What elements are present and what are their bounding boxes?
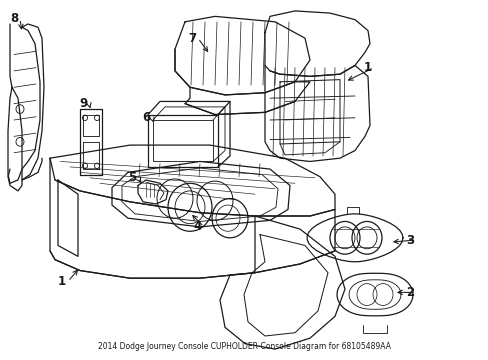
Text: 1: 1: [58, 275, 66, 288]
Text: 3: 3: [405, 234, 413, 247]
Text: 6: 6: [142, 111, 150, 124]
Text: 7: 7: [187, 32, 196, 45]
Text: 1: 1: [363, 61, 371, 74]
Text: 5: 5: [128, 171, 136, 184]
Text: 2: 2: [405, 286, 413, 299]
Text: 4: 4: [193, 220, 202, 233]
Text: 2014 Dodge Journey Console CUPHOLDER-Console Diagram for 68105489AA: 2014 Dodge Journey Console CUPHOLDER-Con…: [98, 342, 390, 351]
Text: 9: 9: [79, 97, 87, 110]
Text: 8: 8: [10, 12, 18, 25]
